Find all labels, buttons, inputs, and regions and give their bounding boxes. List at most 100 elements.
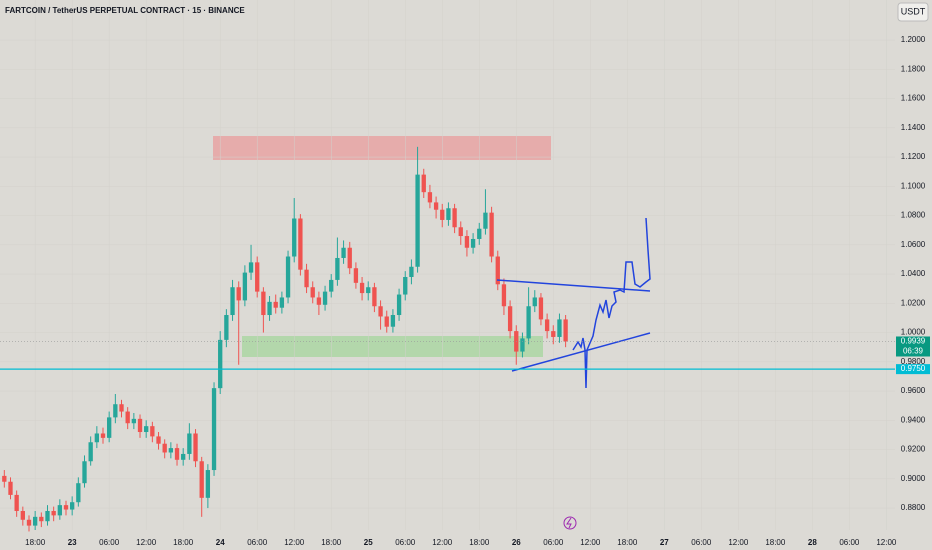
candle-body (551, 331, 556, 337)
candle-body (82, 461, 87, 484)
candle-body (470, 238, 476, 248)
candle-body (187, 433, 192, 454)
candle-body (131, 418, 137, 424)
candle-body (211, 388, 217, 471)
x-tick-label: 12:00 (580, 538, 601, 547)
y-tick-label: 1.1400 (901, 123, 926, 132)
candle-body (273, 301, 278, 308)
x-tick-label: 06:00 (839, 538, 860, 547)
y-tick-label: 0.9000 (901, 474, 926, 483)
x-tick-label: 12:00 (728, 538, 749, 547)
candle-body (230, 287, 235, 316)
candle-body (26, 519, 32, 526)
candle-body (51, 510, 56, 516)
candle-body (100, 433, 106, 438)
candle-body (322, 291, 328, 305)
candle-body (168, 448, 174, 453)
candle-body (285, 256, 291, 298)
candle-body (329, 279, 334, 292)
y-tick-label: 0.8800 (901, 503, 926, 512)
y-tick-label: 0.9600 (901, 386, 926, 395)
candle-body (70, 502, 75, 510)
candle-body (2, 475, 7, 482)
x-tick-label: 18:00 (765, 538, 786, 547)
currency-button[interactable] (897, 2, 929, 22)
x-tick-label: 06:00 (395, 538, 416, 547)
candle-body (544, 319, 550, 332)
candle-body (557, 319, 562, 337)
candle-body (427, 192, 433, 203)
candle-body (464, 236, 470, 248)
supply-zone (213, 136, 551, 160)
x-tick-label: 06:00 (247, 538, 268, 547)
x-tick-label: 26 (512, 538, 521, 547)
x-tick-label: 27 (660, 538, 669, 547)
candle-body (359, 282, 365, 294)
candle-body (489, 212, 494, 257)
candle-body (107, 417, 112, 438)
x-tick-label: 12:00 (136, 538, 157, 547)
y-tick-label: 0.9800 (901, 357, 926, 366)
y-tick-label: 0.9400 (901, 415, 926, 424)
x-tick-label: 18:00 (617, 538, 638, 547)
candle-body (156, 436, 161, 444)
candle-body (495, 256, 500, 285)
candle-body (113, 404, 118, 418)
candle-body (563, 319, 568, 342)
event-icon-bolt (566, 517, 572, 529)
x-tick-label: 06:00 (691, 538, 712, 547)
candle-body (341, 247, 346, 258)
candle-body (501, 284, 507, 307)
price-label-bg (896, 364, 930, 375)
candle-body (125, 411, 130, 424)
candle-body (144, 426, 149, 433)
demand-zone (242, 336, 543, 357)
candle-body (396, 294, 402, 316)
candle-body (137, 418, 143, 433)
candle-body (304, 269, 309, 288)
x-tick-label: 23 (68, 538, 77, 547)
candle-body (218, 339, 223, 389)
candle-body (440, 209, 445, 220)
candle-body (224, 315, 229, 340)
candle-body (39, 516, 44, 522)
x-tick-label: 12:00 (432, 538, 453, 547)
candle-body (174, 448, 180, 460)
event-icon[interactable] (563, 516, 577, 530)
price-label: 0.9750 (901, 364, 926, 373)
x-tick-label: 18:00 (173, 538, 194, 547)
y-tick-label: 1.0400 (901, 269, 926, 278)
candle-body (199, 461, 204, 498)
candle-body (236, 287, 241, 301)
candles (2, 146, 568, 532)
candle-body (162, 443, 167, 453)
y-tick-label: 1.0800 (901, 211, 926, 220)
candle-body (20, 510, 25, 520)
candle-body (458, 227, 463, 237)
candle-body (248, 262, 254, 273)
y-tick-label: 1.1600 (901, 94, 926, 103)
currency[interactable]: USDT (901, 6, 926, 16)
chart-title: FARTCOIN / TetherUS PERPETUAL CONTRACT ·… (5, 6, 245, 15)
candle-body (193, 433, 198, 462)
candle-body (532, 297, 537, 307)
candle-body (63, 505, 69, 510)
candle-body (353, 268, 359, 283)
candle-body (88, 442, 93, 462)
x-tick-label: 18:00 (25, 538, 46, 547)
candle-body (526, 306, 531, 339)
x-tick-label: 25 (364, 538, 373, 547)
candle-body (8, 481, 13, 495)
candle-body (372, 287, 377, 307)
y-tick-label: 1.0600 (901, 240, 926, 249)
candle-body (390, 315, 396, 327)
candle-body (242, 272, 248, 301)
x-tick-label: 28 (808, 538, 817, 547)
candle-body (316, 297, 322, 305)
candle-body (520, 338, 525, 352)
candle-body (150, 426, 155, 437)
candle-body (57, 505, 62, 516)
candle-body (477, 228, 482, 239)
